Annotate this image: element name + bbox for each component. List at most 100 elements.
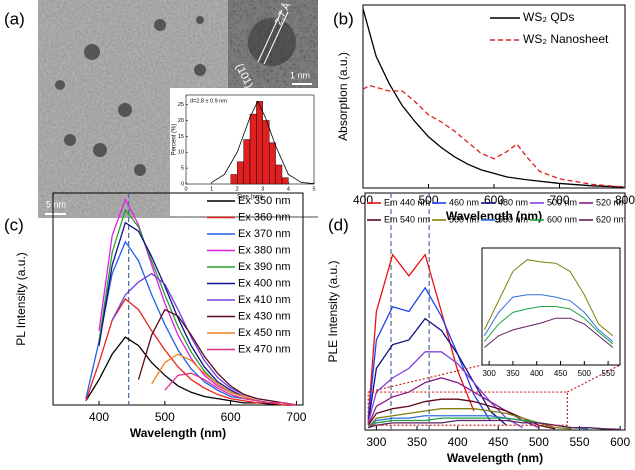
y-tick-label: 25 xyxy=(178,102,184,108)
x-axis-label: Wavelength (nm) xyxy=(130,426,226,440)
histogram-bar xyxy=(249,113,257,185)
x-tick-label: 400 xyxy=(448,435,468,449)
x-tick-label: 600 xyxy=(610,435,630,449)
histogram-bar xyxy=(230,174,238,185)
y-axis-label: PL Intensity (a.u.) xyxy=(14,252,28,346)
series-line xyxy=(85,298,297,406)
x-tick-label: 400 xyxy=(89,410,109,424)
legend-label: WS₂ QDs xyxy=(523,10,574,24)
histogram-bar xyxy=(275,164,283,185)
y-axis-label: Percent (%) xyxy=(172,124,178,156)
y-axis-label: Absorption (a.u.) xyxy=(336,52,350,141)
x-tick-label: 700 xyxy=(286,410,306,424)
y-tick-label: 15 xyxy=(178,134,184,140)
fit-annotation: d=2.8 ± 0.9 nm xyxy=(190,98,227,104)
series-line xyxy=(484,317,614,348)
series-line xyxy=(137,308,297,406)
legend-label: Ex 450 nm xyxy=(238,327,291,339)
x-tick-label: 0 xyxy=(184,186,187,192)
legend-label: 580 nm xyxy=(498,214,528,224)
zoom-connector xyxy=(368,364,483,393)
series-line xyxy=(483,294,614,342)
x-tick-label: 350 xyxy=(407,435,427,449)
x-tick-label: 1 xyxy=(210,186,213,192)
x-tick-label: 500 xyxy=(578,369,592,378)
image-annotation: 1 nm xyxy=(290,70,310,80)
x-tick-label: 5 xyxy=(312,186,315,192)
legend-label: Ex 400 nm xyxy=(238,277,291,289)
x-tick-label: 700 xyxy=(549,193,569,207)
legend-label: Ex 390 nm xyxy=(238,261,291,273)
panel-label: (c) xyxy=(4,215,24,234)
histogram-bar xyxy=(243,139,251,185)
y-tick-label: 5 xyxy=(181,166,184,172)
x-tick-label: 400 xyxy=(353,193,373,207)
y-tick-label: 10 xyxy=(178,150,184,156)
legend-label: Ex 410 nm xyxy=(238,294,291,306)
series-line xyxy=(367,286,491,421)
x-tick-label: 500 xyxy=(529,435,549,449)
x-tick-label: 450 xyxy=(554,369,568,378)
x-tick-label: 350 xyxy=(506,369,520,378)
y-axis-label: PLE Intensity (a.u.) xyxy=(326,260,340,362)
histogram-bar xyxy=(262,120,270,185)
legend-label: Ex 370 nm xyxy=(238,228,291,240)
legend-label: Ex 350 nm xyxy=(238,195,291,207)
tem-image xyxy=(38,0,318,218)
series-line xyxy=(483,306,614,345)
histogram-bar xyxy=(281,177,289,185)
legend-label: Ex 380 nm xyxy=(238,244,291,256)
series-line xyxy=(368,419,621,430)
x-axis-label: Size (nm) xyxy=(237,195,263,201)
legend-label: 460 nm xyxy=(449,197,479,207)
x-axis-label: Wavelength (nm) xyxy=(446,209,542,223)
x-tick-label: 550 xyxy=(569,435,589,449)
legend-label: Em 540 nm xyxy=(384,214,430,224)
plot-frame xyxy=(364,192,626,431)
legend-label: Em 440 nm xyxy=(384,197,430,207)
fit-curve xyxy=(211,100,315,185)
legend-label: Ex 470 nm xyxy=(238,343,291,355)
histogram-bar xyxy=(256,101,263,185)
y-tick-label: 0 xyxy=(181,181,184,187)
x-tick-label: 600 xyxy=(221,410,241,424)
y-tick-label: 20 xyxy=(178,118,184,124)
series-line xyxy=(483,259,614,337)
legend-label: 600 nm xyxy=(547,214,577,224)
x-tick-label: 500 xyxy=(155,410,175,424)
x-tick-label: 4 xyxy=(287,186,290,192)
series-line xyxy=(367,351,523,429)
x-tick-label: 300 xyxy=(482,369,496,378)
x-tick-label: 550 xyxy=(601,369,615,378)
zoom-connector xyxy=(567,364,621,393)
plot-frame xyxy=(481,247,621,366)
legend-label: WS₂ Nanosheet xyxy=(523,32,609,46)
histogram-bar xyxy=(236,161,244,185)
legend-label: 620 nm xyxy=(596,214,626,224)
legend-label: 560 nm xyxy=(449,214,479,224)
x-tick-label: 300 xyxy=(366,435,386,449)
x-tick-label: 3 xyxy=(261,186,264,192)
legend-label: Ex 430 nm xyxy=(238,310,291,322)
histogram-bar xyxy=(269,142,276,185)
image-annotation: 5 nm xyxy=(46,199,66,209)
x-axis-label: Wavelength (nm) xyxy=(447,451,543,465)
panel-label: (b) xyxy=(333,9,354,28)
plot-frame xyxy=(52,192,304,406)
x-tick-label: 2 xyxy=(236,186,239,192)
panel-label: (d) xyxy=(328,215,349,234)
legend-label: 480 nm xyxy=(498,197,528,207)
series-line xyxy=(362,84,626,188)
series-line xyxy=(367,253,475,419)
series-line xyxy=(367,398,556,430)
legend-label: 500 nm xyxy=(547,197,577,207)
legend-label: Ex 360 nm xyxy=(238,211,291,223)
series-line xyxy=(164,372,297,406)
x-tick-label: 400 xyxy=(530,369,544,378)
legend-label: 520 nm xyxy=(596,197,626,207)
panel-label: (a) xyxy=(4,9,25,28)
series-line xyxy=(362,8,626,188)
x-tick-label: 450 xyxy=(488,435,508,449)
